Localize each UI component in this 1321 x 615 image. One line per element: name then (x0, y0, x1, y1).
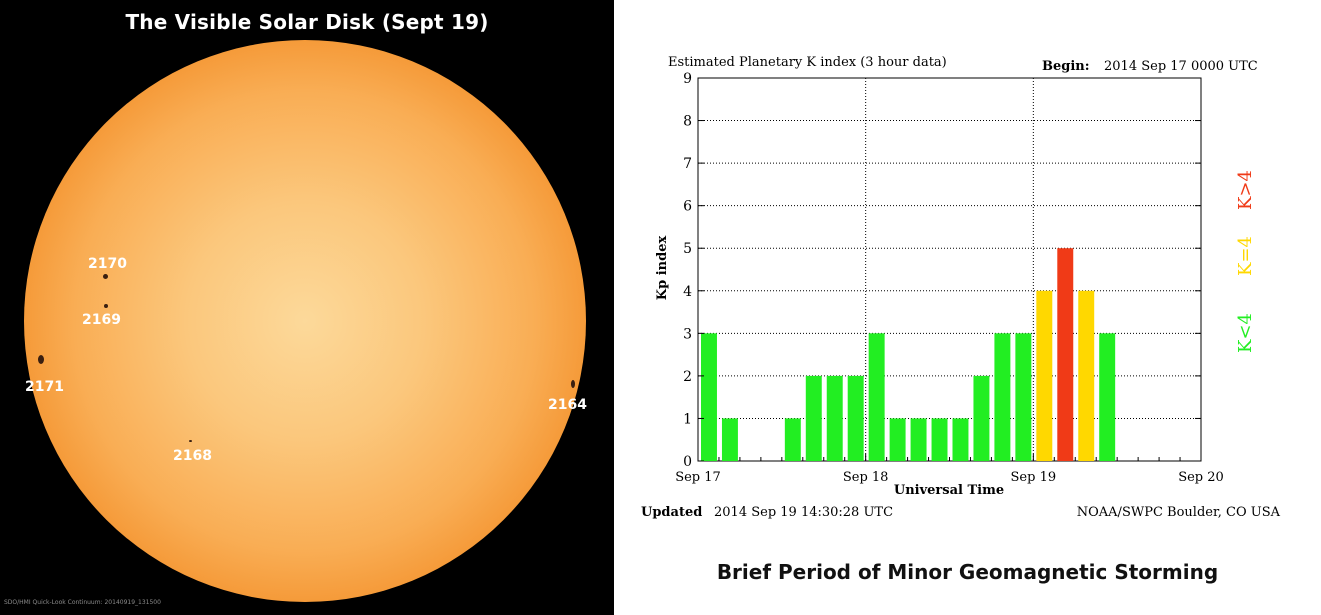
y-axis-label: Kp index (655, 236, 670, 301)
solar-disk-title: The Visible Solar Disk (Sept 19) (125, 10, 489, 34)
data-source: NOAA/SWPC Boulder, CO USA (1077, 505, 1281, 520)
kp-bar (952, 418, 969, 461)
solar-disk-panel: The Visible Solar Disk (Sept 19) 2170 21… (0, 0, 614, 615)
y-tick-label: 3 (683, 326, 692, 342)
y-tick-label: 1 (683, 411, 692, 427)
y-tick-label: 7 (683, 156, 692, 172)
kp-bar (1078, 290, 1095, 461)
updated-value: 2014 Sep 19 14:30:28 UTC (714, 505, 893, 520)
kp-bar (721, 418, 738, 461)
region-label-2169: 2169 (82, 312, 121, 328)
updated-label: Updated (641, 505, 702, 520)
x-tick-label: Sep 17 (675, 470, 721, 485)
x-tick-label: Sep 20 (1178, 470, 1224, 485)
region-label-2168: 2168 (173, 448, 212, 464)
region-label-2171: 2171 (25, 379, 64, 395)
y-axis-ticks: 0 1 2 3 4 5 6 7 8 9 (683, 71, 1201, 470)
begin-value: 2014 Sep 17 0000 UTC (1104, 59, 1258, 74)
x-tick-label: Sep 19 (1011, 470, 1057, 485)
kp-bar (847, 375, 864, 461)
kp-bar (889, 418, 906, 461)
region-label-2164: 2164 (548, 397, 587, 413)
y-tick-label: 9 (683, 71, 692, 87)
kp-bar (701, 333, 717, 461)
sunspot-2168 (189, 440, 192, 442)
kp-bar (1057, 248, 1074, 461)
kp-index-chart: 0 1 2 3 4 5 6 7 8 9 Sep 17 Sep 18 Sep 19 Sep 20 Esti… (641, 55, 1281, 520)
y-tick-label: 0 (683, 454, 692, 470)
sunspot-2169 (104, 304, 108, 308)
x-axis-label: Universal Time (894, 483, 1004, 498)
chart-title: Estimated Planetary K index (3 hour data… (668, 55, 947, 70)
legend-k-less-4: K<4 (1235, 313, 1256, 353)
sunspot-2164 (571, 380, 575, 388)
x-axis-ticks: Sep 17 Sep 18 Sep 19 Sep 20 (675, 454, 1224, 485)
footer-headline: Brief Period of Minor Geomagnetic Stormi… (716, 560, 1219, 584)
kp-index-panel: 0 1 2 3 4 5 6 7 8 9 Sep 17 Sep 18 Sep 19 Sep 20 Esti… (614, 0, 1321, 615)
kp-bar (1036, 290, 1053, 461)
kp-bar (1099, 333, 1116, 461)
solar-disk-image (24, 40, 586, 602)
y-tick-label: 5 (683, 241, 692, 257)
legend-k-equal-4: K=4 (1235, 236, 1256, 276)
solar-image-caption: SDO/HMI Quick-Look Continuum: 20140919_1… (4, 599, 161, 606)
y-tick-label: 2 (683, 369, 692, 385)
region-label-2170: 2170 (88, 256, 127, 272)
y-tick-label: 6 (683, 199, 692, 215)
sunspot-2170 (103, 274, 108, 279)
kp-bar (1015, 333, 1032, 461)
y-tick-label: 4 (683, 284, 692, 300)
plot-area (697, 77, 1202, 462)
kp-bar (868, 333, 885, 461)
kp-bar (931, 418, 948, 461)
begin-label: Begin: (1042, 59, 1090, 74)
y-tick-label: 8 (683, 114, 692, 130)
kp-bar (973, 375, 990, 461)
kp-bar (805, 375, 822, 461)
kp-bar (994, 333, 1011, 461)
legend-k-greater-4: K>4 (1235, 170, 1256, 210)
kp-bar (910, 418, 927, 461)
sunspot-2171 (38, 355, 44, 364)
grid-lines (698, 78, 1201, 461)
x-tick-label: Sep 18 (843, 470, 889, 485)
kp-bar (784, 418, 801, 461)
kp-bar (826, 375, 843, 461)
kp-bars (701, 248, 1116, 461)
